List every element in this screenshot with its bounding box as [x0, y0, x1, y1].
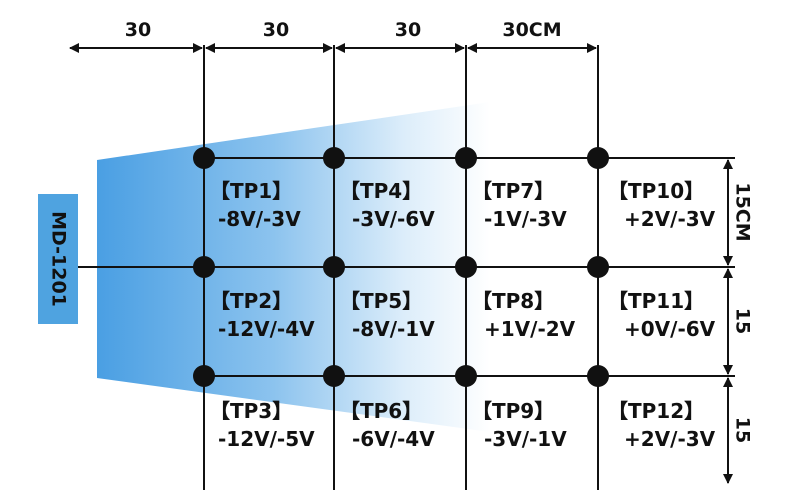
- tp10-name: 【TP10】: [608, 179, 704, 203]
- tp2-value: -12V/-4V: [218, 317, 315, 341]
- tp11-value: +0V/-6V: [624, 317, 716, 341]
- tp7-value: -1V/-3V: [484, 207, 567, 231]
- node-dot: [587, 147, 609, 169]
- device-label: MD-1201: [48, 211, 70, 307]
- dimension-label-4: 30CM: [502, 19, 561, 41]
- tp4-value: -3V/-6V: [352, 207, 435, 231]
- tp6-name: 【TP6】: [340, 399, 422, 423]
- tp7-name: 【TP7】: [472, 179, 554, 203]
- tp5-name: 【TP5】: [340, 289, 422, 313]
- device-box: [38, 194, 78, 324]
- dimension-label-2: 30: [263, 19, 289, 41]
- node-dot: [193, 365, 215, 387]
- node-dot: [455, 147, 477, 169]
- node-dot: [455, 365, 477, 387]
- tp10-value: +2V/-3V: [624, 207, 716, 231]
- tp9-value: -3V/-1V: [484, 427, 567, 451]
- tp3-value: -12V/-5V: [218, 427, 315, 451]
- grid: [78, 45, 735, 490]
- node-dot: [193, 256, 215, 278]
- node-dot: [587, 365, 609, 387]
- node-dot: [323, 147, 345, 169]
- tp5-value: -8V/-1V: [352, 317, 435, 341]
- tp12-name: 【TP12】: [608, 399, 704, 423]
- nodes: [193, 147, 609, 387]
- tp12-value: +2V/-3V: [624, 427, 716, 451]
- dimension-label-3: 30: [395, 19, 421, 41]
- tp1-name: 【TP1】: [210, 179, 292, 203]
- node-dot: [455, 256, 477, 278]
- tp4-name: 【TP4】: [340, 179, 422, 203]
- vertical-dimension-label-1: 15CM: [732, 182, 754, 241]
- tp6-value: -6V/-4V: [352, 427, 435, 451]
- tp8-name: 【TP8】: [472, 289, 554, 313]
- tp9-name: 【TP9】: [472, 399, 554, 423]
- node-dot: [323, 256, 345, 278]
- vertical-dimension-label-2: 15: [732, 308, 754, 334]
- vertical-dimension-label-3: 15: [732, 417, 754, 443]
- tp1-value: -8V/-3V: [218, 207, 301, 231]
- tp11-name: 【TP11】: [608, 289, 704, 313]
- tp3-name: 【TP3】: [210, 399, 292, 423]
- node-dot: [587, 256, 609, 278]
- node-dot: [193, 147, 215, 169]
- tp8-value: +1V/-2V: [484, 317, 576, 341]
- node-dot: [323, 365, 345, 387]
- dimension-label-1: 30: [125, 19, 151, 41]
- tp2-name: 【TP2】: [210, 289, 292, 313]
